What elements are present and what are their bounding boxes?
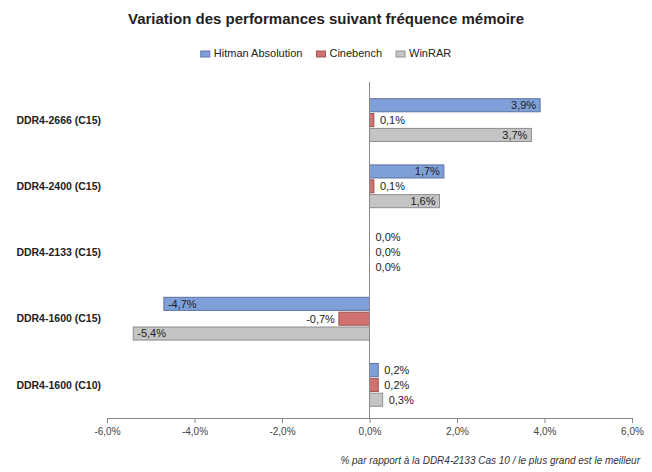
chart-title: Variation des performances suivant fréqu… xyxy=(128,10,524,27)
x-tick-mark xyxy=(107,418,108,423)
bar xyxy=(133,327,369,340)
bars xyxy=(133,99,540,407)
x-tick: 2,0% xyxy=(446,418,469,437)
data-label: -4,7% xyxy=(168,298,197,310)
x-axis: -6,0% -4,0% -2,0% 0,0% 2,0% 4,0% 6,0% xyxy=(94,418,644,437)
bar xyxy=(370,180,374,193)
legend-swatch xyxy=(316,51,325,57)
x-tick-mark xyxy=(370,418,371,423)
legend-label: Hitman Absolution xyxy=(214,47,303,59)
x-tick-label: -6,0% xyxy=(94,426,120,437)
bar xyxy=(339,312,370,325)
data-label: 0,2% xyxy=(384,364,409,376)
legend-item: Cinebench xyxy=(316,47,382,59)
x-tick: -6,0% xyxy=(94,418,120,437)
category-label: DDR4-1600 (C10) xyxy=(16,379,101,391)
legend-swatch xyxy=(396,51,405,57)
data-label: 3,9% xyxy=(511,99,536,111)
data-labels: 3,9% 1,7% 0,0% -4,7% 0,2% 0,1% 0,1% 0,0% -0,7% 0,… xyxy=(137,99,536,406)
legend-label: Cinebench xyxy=(329,47,382,59)
data-label: 0,1% xyxy=(380,114,405,126)
x-tick: -4,0% xyxy=(182,418,208,437)
bar xyxy=(370,114,374,127)
category-label: DDR4-1600 (C15) xyxy=(16,312,101,324)
x-tick-label: -4,0% xyxy=(182,426,208,437)
legend-label: WinRAR xyxy=(409,47,451,59)
data-label: 0,0% xyxy=(376,246,401,258)
x-tick: -2,0% xyxy=(269,418,295,437)
data-label: 0,3% xyxy=(389,394,414,406)
legend-item: WinRAR xyxy=(396,47,451,59)
data-label: -0,7% xyxy=(306,313,335,325)
x-tick: 4,0% xyxy=(534,418,557,437)
legend-swatch xyxy=(201,51,210,57)
footnote: % par rapport à la DDR4-2133 Cas 10 / le… xyxy=(340,455,640,466)
x-tick-mark xyxy=(632,418,633,423)
category-label: DDR4-2133 (C15) xyxy=(16,246,101,258)
data-label: 0,0% xyxy=(376,261,401,273)
x-tick-mark xyxy=(545,418,546,423)
legend-item: Hitman Absolution xyxy=(201,47,303,59)
y-axis: DDR4-2666 (C15) DDR4-2400 (C15) DDR4-2133 … xyxy=(16,114,101,391)
x-axis-line xyxy=(108,419,633,424)
bar xyxy=(164,297,370,310)
x-tick-label: 2,0% xyxy=(446,426,469,437)
x-tick-mark xyxy=(195,418,196,423)
bar xyxy=(370,378,379,391)
category-label: DDR4-2666 (C15) xyxy=(16,114,101,126)
bar xyxy=(370,165,444,178)
data-label: 1,7% xyxy=(415,165,440,177)
bar xyxy=(370,393,383,406)
x-tick-label: 0,0% xyxy=(359,426,382,437)
data-label: 0,1% xyxy=(380,180,405,192)
x-tick-label: -2,0% xyxy=(269,426,295,437)
data-label: -5,4% xyxy=(137,327,166,339)
x-tick-mark xyxy=(457,418,458,423)
legend: Hitman Absolution Cinebench WinRAR xyxy=(201,47,451,59)
data-label: 0,0% xyxy=(376,231,401,243)
x-tick-mark xyxy=(282,418,283,423)
data-label: 3,7% xyxy=(502,129,527,141)
bar xyxy=(370,364,379,377)
x-tick-label: 4,0% xyxy=(534,426,557,437)
y-axis-line xyxy=(369,82,370,418)
bar xyxy=(370,128,532,141)
chart-svg: Variation des performances suivant fréqu… xyxy=(0,0,652,472)
category-label: DDR4-2400 (C15) xyxy=(16,180,101,192)
data-label: 0,2% xyxy=(384,379,409,391)
bar xyxy=(370,99,541,112)
bar xyxy=(370,195,440,208)
x-tick-label: 6,0% xyxy=(621,426,644,437)
x-tick: 0,0% xyxy=(359,418,382,437)
data-label: 1,6% xyxy=(410,195,435,207)
x-tick: 6,0% xyxy=(621,418,644,437)
